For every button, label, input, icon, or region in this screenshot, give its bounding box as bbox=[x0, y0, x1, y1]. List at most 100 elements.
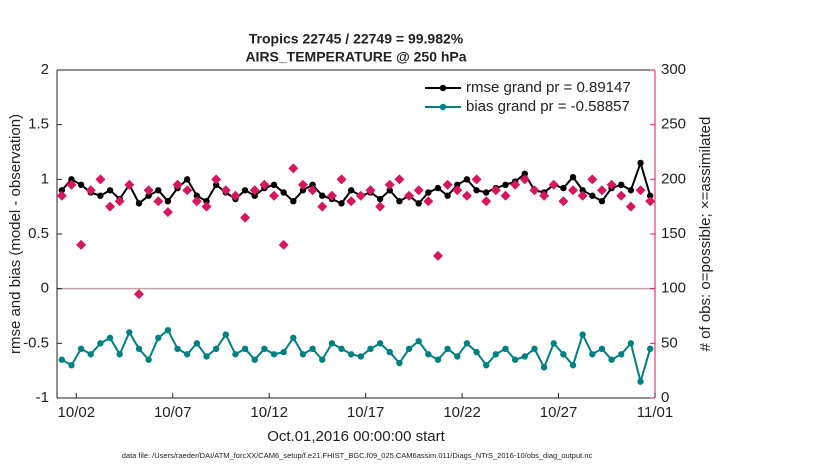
obs-marker bbox=[114, 196, 125, 207]
series-marker bbox=[550, 340, 557, 347]
series-marker bbox=[87, 351, 94, 358]
series-marker bbox=[309, 345, 316, 352]
obs-marker bbox=[529, 185, 540, 196]
obs-marker bbox=[124, 179, 135, 190]
series-marker bbox=[646, 192, 654, 199]
series-marker bbox=[164, 327, 172, 334]
series-marker bbox=[290, 198, 297, 205]
series-marker bbox=[347, 187, 355, 194]
obs-marker bbox=[452, 185, 463, 196]
legend-marker bbox=[439, 84, 447, 92]
legend-label: bias grand pr = -0.58857 bbox=[466, 98, 630, 115]
series-marker bbox=[579, 187, 586, 194]
obs-marker bbox=[606, 179, 617, 190]
series-marker bbox=[376, 195, 384, 203]
series-marker bbox=[203, 353, 210, 360]
series-marker bbox=[184, 351, 191, 358]
series-marker bbox=[598, 198, 606, 205]
obs-marker bbox=[105, 201, 116, 212]
y-tick-label: 1.5 bbox=[28, 116, 49, 133]
series-marker bbox=[444, 345, 451, 352]
obs-marker bbox=[297, 179, 308, 190]
obs-marker bbox=[172, 179, 183, 190]
series-marker bbox=[444, 192, 451, 199]
obs-marker bbox=[413, 185, 424, 196]
series-marker bbox=[145, 192, 152, 199]
obs-marker bbox=[56, 190, 67, 201]
y-tick-label: 0 bbox=[41, 280, 49, 297]
series-marker bbox=[589, 192, 596, 199]
series-marker bbox=[396, 198, 403, 205]
series-marker bbox=[483, 362, 490, 369]
obs-marker bbox=[191, 196, 202, 207]
obs-marker bbox=[568, 185, 579, 196]
obs-marker bbox=[230, 190, 241, 201]
obs-marker bbox=[577, 190, 588, 201]
y2-tick-label: 0 bbox=[661, 389, 669, 406]
obs-marker bbox=[182, 185, 193, 196]
series-marker bbox=[106, 334, 114, 342]
obs-marker bbox=[519, 174, 530, 185]
obs-marker bbox=[587, 174, 598, 185]
series-marker bbox=[232, 351, 239, 358]
series-marker bbox=[608, 356, 615, 363]
series-marker bbox=[637, 378, 644, 385]
obs-marker bbox=[442, 179, 453, 190]
chart-subtitle: AIRS_TEMPERATURE @ 250 hPa bbox=[245, 49, 466, 65]
y2-tick-label: 250 bbox=[661, 116, 686, 133]
series-marker bbox=[396, 359, 403, 367]
obs-marker bbox=[394, 174, 405, 185]
obs-marker bbox=[201, 201, 212, 212]
obs-marker bbox=[548, 179, 559, 190]
series-marker bbox=[415, 200, 422, 207]
obs-marker bbox=[558, 196, 569, 207]
series-marker bbox=[618, 351, 625, 358]
y2-axis-label: # of obs: o=possible; ×=assimilated bbox=[697, 117, 714, 352]
series-marker bbox=[164, 198, 172, 205]
series-marker bbox=[212, 181, 220, 188]
series-marker bbox=[627, 187, 635, 194]
obs-marker bbox=[423, 196, 434, 207]
series-marker bbox=[270, 351, 278, 358]
y2-tick-label: 50 bbox=[661, 334, 678, 351]
series-marker bbox=[560, 351, 567, 358]
chart-title: Tropics 22745 / 22749 = 99.982% bbox=[249, 31, 464, 47]
obs-marker bbox=[336, 174, 347, 185]
series-marker bbox=[598, 345, 606, 352]
series-marker bbox=[463, 176, 471, 183]
obs-marker bbox=[326, 190, 337, 201]
series-marker bbox=[106, 187, 114, 194]
series-marker bbox=[521, 353, 528, 360]
obs-marker bbox=[85, 185, 96, 196]
obs-marker bbox=[596, 185, 607, 196]
obs-marker bbox=[307, 185, 318, 196]
obs-marker bbox=[153, 196, 164, 207]
series-marker bbox=[367, 345, 374, 352]
series-marker bbox=[454, 181, 461, 188]
obs-marker bbox=[490, 185, 501, 196]
series-marker bbox=[212, 345, 220, 352]
x-tick-label: 10/02 bbox=[58, 404, 96, 421]
series-marker bbox=[473, 348, 480, 356]
y-tick-label: -0.5 bbox=[23, 334, 49, 351]
series-marker bbox=[145, 356, 152, 363]
y2-tick-label: 150 bbox=[661, 225, 686, 242]
series-marker bbox=[280, 348, 287, 356]
x-tick-label: 10/22 bbox=[443, 404, 481, 421]
series-marker bbox=[299, 351, 307, 358]
series-marker bbox=[569, 362, 577, 369]
series-marker bbox=[569, 173, 577, 181]
series-marker bbox=[502, 181, 509, 188]
x-tick-label: 11/01 bbox=[637, 404, 673, 421]
series-marker bbox=[155, 187, 162, 194]
series-marker bbox=[58, 356, 66, 363]
series-marker bbox=[116, 351, 123, 358]
obs-marker bbox=[375, 201, 386, 212]
series-marker bbox=[618, 181, 625, 188]
series-marker bbox=[386, 187, 393, 194]
series-marker bbox=[405, 345, 413, 352]
obs-marker bbox=[143, 185, 154, 196]
series-marker bbox=[155, 334, 162, 342]
obs-marker bbox=[211, 174, 222, 185]
